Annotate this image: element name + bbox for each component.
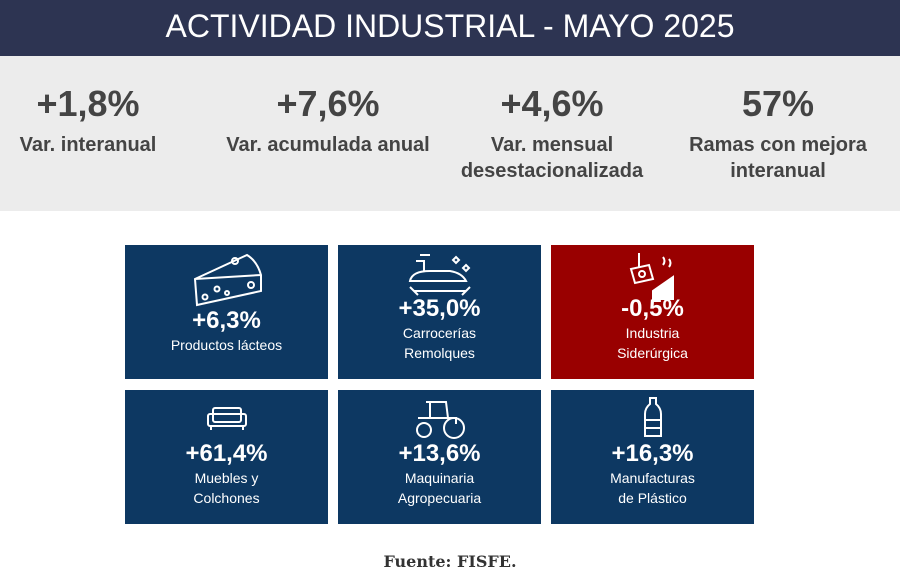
tile-value: +6,3% bbox=[192, 307, 261, 334]
kpi-label: Var. acumulada anual bbox=[226, 134, 430, 156]
cheese-icon bbox=[193, 253, 262, 307]
sofa-icon bbox=[206, 407, 247, 430]
tile-value: +16,3% bbox=[611, 440, 694, 467]
tile-value: +61,4% bbox=[185, 440, 268, 467]
tile-label: de Plástico bbox=[618, 490, 687, 506]
tile-value: +35,0% bbox=[398, 295, 481, 322]
tile-label: Remolques bbox=[404, 345, 475, 361]
tile-value: +13,6% bbox=[398, 440, 481, 467]
source-note: Fuente: FISFE. bbox=[383, 552, 517, 571]
tractor-icon bbox=[415, 401, 465, 439]
tile-label: Manufacturas bbox=[610, 470, 695, 486]
kpi-value: +7,6% bbox=[276, 83, 380, 124]
kpi-value: 57% bbox=[741, 83, 815, 124]
bottle-icon bbox=[643, 397, 662, 437]
kpi-label: Ramas con mejora interanual bbox=[689, 134, 867, 182]
kpi-value: +1,8% bbox=[36, 83, 140, 124]
tile-value: -0,5% bbox=[621, 295, 684, 322]
tile-label: Agropecuaria bbox=[397, 490, 482, 506]
kpi-band: +1,8% Var. interanual +7,6% Var. acumulada… bbox=[0, 56, 900, 211]
tile-label: Carrocerías bbox=[402, 325, 477, 341]
tile-label: Siderúrgica bbox=[617, 345, 688, 361]
tile-carrocerias: +35,0% Carrocerías Remolques bbox=[338, 245, 541, 379]
tile-label: Colchones bbox=[193, 490, 260, 506]
tile-maquinaria: +13,6% Maquinaria Agropecuaria bbox=[338, 390, 541, 524]
kpi-label: Var. mensual desestacionalizada bbox=[460, 134, 644, 182]
kpi-mensual: +4,6% Var. mensual desestacionalizada bbox=[440, 82, 664, 184]
kpi-interanual: +1,8% Var. interanual bbox=[0, 82, 198, 158]
tile-plastico: +16,3% Manufacturas de Plástico bbox=[551, 390, 754, 524]
tile-label: Productos lácteos bbox=[170, 337, 283, 353]
tile-siderurgica: -0,5% Industria Siderúrgica bbox=[551, 245, 754, 379]
car-repair-icon bbox=[408, 254, 471, 296]
kpi-ramas: 57% Ramas con mejora interanual bbox=[668, 82, 888, 184]
tile-label: Maquinaria bbox=[404, 470, 475, 486]
kpi-value: +4,6% bbox=[500, 83, 604, 124]
kpi-label: Var. interanual bbox=[19, 134, 157, 156]
steel-icon bbox=[629, 253, 674, 300]
tile-label: Industria bbox=[625, 325, 680, 341]
kpi-acumulada: +7,6% Var. acumulada anual bbox=[218, 82, 438, 158]
tile-label: Muebles y bbox=[194, 470, 259, 486]
page-title: ACTIVIDAD INDUSTRIAL - MAYO 2025 bbox=[0, 0, 900, 56]
tile-lacteos: +6,3% Productos lácteos bbox=[125, 245, 328, 379]
tile-muebles: +61,4% Muebles y Colchones bbox=[125, 390, 328, 524]
